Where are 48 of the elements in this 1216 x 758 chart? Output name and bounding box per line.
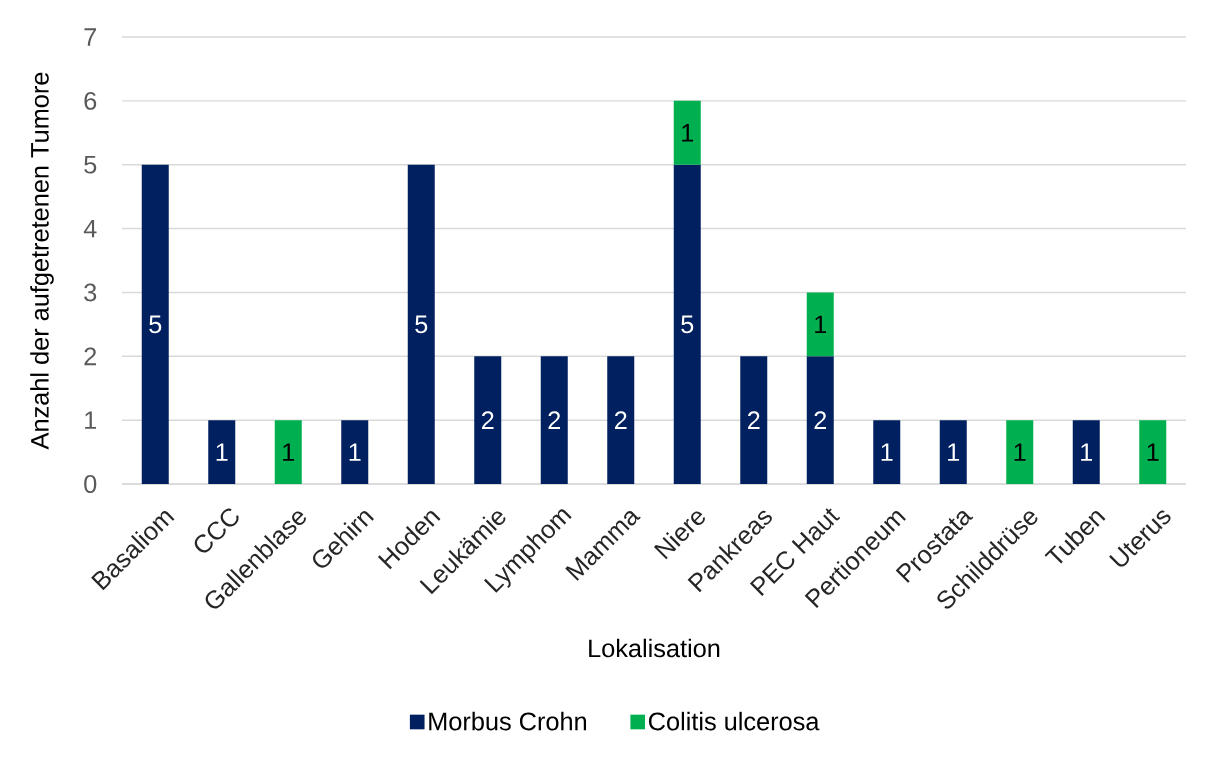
y-tick-label: 2 <box>84 347 97 366</box>
y-tick-label: 6 <box>84 91 97 110</box>
bar <box>1006 420 1034 485</box>
data-label: 1 <box>948 443 960 461</box>
bar <box>673 164 701 485</box>
bar <box>673 100 701 165</box>
bar <box>806 292 834 357</box>
legend-label: Colitis ulcerosa <box>648 711 820 731</box>
data-label: 5 <box>681 315 694 334</box>
data-label: 2 <box>481 411 494 429</box>
y-tick-label: 0 <box>84 475 97 493</box>
y-tick-label: 7 <box>84 28 97 46</box>
y-tick-label: 4 <box>83 219 97 238</box>
data-label: 1 <box>1081 443 1093 461</box>
data-label: 1 <box>283 443 295 461</box>
data-label: 1 <box>216 443 228 461</box>
data-label: 1 <box>1147 443 1159 461</box>
bar <box>939 420 967 485</box>
data-label: 2 <box>614 411 627 429</box>
y-tick-label: 1 <box>85 411 97 429</box>
bar <box>407 164 435 485</box>
bar <box>806 356 834 485</box>
data-label: 5 <box>149 315 162 334</box>
bar <box>208 420 236 485</box>
legend-label: Morbus Crohn <box>429 711 587 731</box>
bar <box>141 164 169 485</box>
data-label: 2 <box>747 411 760 429</box>
data-label: 2 <box>548 411 561 429</box>
bar <box>540 356 568 485</box>
data-label: 2 <box>814 411 827 429</box>
bar <box>873 420 901 485</box>
bar <box>1139 420 1167 485</box>
data-label: 1 <box>349 443 361 461</box>
bar <box>1072 420 1100 485</box>
bar <box>274 420 302 485</box>
bar <box>341 420 369 485</box>
data-label: 1 <box>881 443 893 461</box>
data-label: 5 <box>415 315 428 334</box>
bar <box>740 356 768 485</box>
data-label: 1 <box>1014 443 1026 461</box>
data-label: 1 <box>682 124 694 142</box>
y-tick-label: 5 <box>84 155 97 174</box>
y-axis-title: Anzahl der aufgetretenen Tumore <box>30 72 54 450</box>
x-axis-title: Lokalisation <box>589 638 720 658</box>
data-label: 1 <box>815 315 827 334</box>
bar <box>474 356 502 485</box>
y-tick-label: 3 <box>84 283 97 302</box>
bar <box>607 356 635 485</box>
